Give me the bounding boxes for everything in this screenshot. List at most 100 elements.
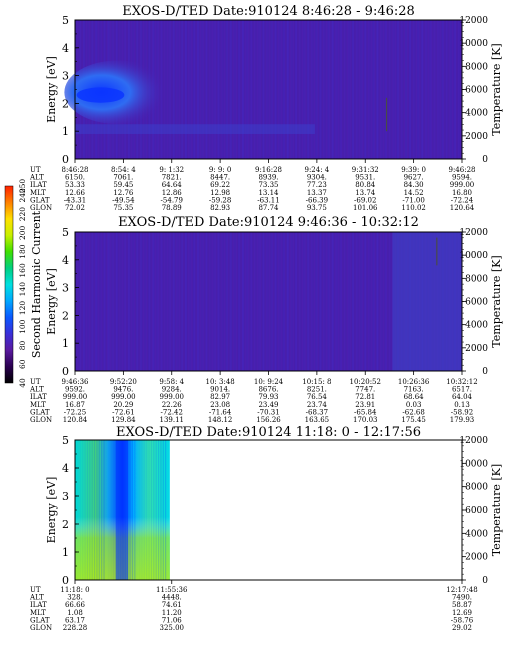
ephemeris-value: 53.33 xyxy=(65,181,85,189)
ephemeris-row-label: ILAT xyxy=(30,601,47,609)
spectrogram-column xyxy=(372,232,375,371)
spectrogram-column xyxy=(339,20,342,159)
spectrogram-column xyxy=(392,20,395,159)
spectrogram-column xyxy=(79,232,82,371)
spectrogram-column xyxy=(278,232,281,371)
ephemeris-value: 9:46:36 xyxy=(62,378,90,386)
spectrogram-column xyxy=(150,440,153,580)
spectrogram-column xyxy=(242,20,245,159)
ephemeris-value: 79.93 xyxy=(258,393,278,401)
ephemeris-value: 66.66 xyxy=(65,601,86,609)
spectrogram-column xyxy=(376,232,379,371)
ephemeris-value: -71.64 xyxy=(209,408,232,416)
spectrogram-column xyxy=(254,232,257,371)
spectrogram-column xyxy=(131,440,134,580)
ephemeris-row-label: ALT xyxy=(29,174,44,182)
spectrogram-column xyxy=(143,440,145,580)
ephemeris-value: 20.29 xyxy=(113,401,133,409)
ephemeris-value: 64.04 xyxy=(452,393,473,401)
ephemeris-value: 11:55:36 xyxy=(156,586,188,594)
spectrogram-column xyxy=(140,232,143,371)
y-tick-label: 5 xyxy=(62,434,69,447)
spectrogram-column xyxy=(91,232,94,371)
ephemeris-value: 999.00 xyxy=(450,181,475,189)
y2-tick-label: 8000 xyxy=(465,274,488,284)
spectrogram-column xyxy=(307,20,310,159)
spectrogram-column xyxy=(189,232,192,371)
y-axis-label: Energy [eV] xyxy=(45,56,58,123)
spectrogram-column xyxy=(201,20,204,159)
spectrogram-column xyxy=(205,232,208,371)
ephemeris-value: -72.61 xyxy=(112,408,134,416)
spectrogram-column xyxy=(79,440,81,580)
spectrogram-column xyxy=(327,232,330,371)
ephemeris-value: 328. xyxy=(67,594,83,602)
ephemeris-value: 9592. xyxy=(65,386,85,394)
spectrogram-column xyxy=(303,232,306,371)
spectrogram-column xyxy=(217,20,220,159)
ephemeris-value: 87.74 xyxy=(258,204,279,212)
spectrogram-column xyxy=(93,440,96,580)
spectrogram-column xyxy=(246,20,249,159)
spectrogram-column xyxy=(384,20,387,159)
ephemeris-row-label: GLON xyxy=(30,204,52,212)
ephemeris-value: -69.02 xyxy=(354,196,376,204)
colorbar-tick-label: 80 xyxy=(18,340,27,350)
spectrogram-column xyxy=(209,232,212,371)
ephemeris-value: 78.89 xyxy=(162,204,182,212)
y-axis-label: Energy [eV] xyxy=(45,268,58,335)
ephemeris-value: 12.69 xyxy=(452,609,472,617)
ephemeris-value: 156.26 xyxy=(256,416,281,424)
ephemeris-value: 9014. xyxy=(210,386,230,394)
ephemeris-value: 10:26:36 xyxy=(398,378,430,386)
ephemeris-value: 148.12 xyxy=(208,416,233,424)
ephemeris-row-label: GLAT xyxy=(30,408,50,416)
ephemeris-value: 163.65 xyxy=(305,416,330,424)
ephemeris-value: 6517. xyxy=(452,386,472,394)
spectrogram-column xyxy=(107,232,110,371)
ephemeris-row-label: UT xyxy=(30,586,41,594)
ephemeris-value: -66.39 xyxy=(306,196,328,204)
spectrogram-column xyxy=(180,232,183,371)
spectrogram-column xyxy=(84,440,86,580)
spectrogram-column xyxy=(225,20,228,159)
ephemeris-value: -59.28 xyxy=(209,196,231,204)
spectrogram-column xyxy=(103,440,105,580)
spectrogram-column xyxy=(180,20,183,159)
ephemeris-value: 12.76 xyxy=(113,189,134,197)
ephemeris-row-label: ALT xyxy=(29,594,44,602)
y-tick-label: 2 xyxy=(62,97,69,110)
ephemeris-value: -49.54 xyxy=(112,196,135,204)
panel-3: EXOS-D/TED Date:910124 11:18: 0 - 12:17:… xyxy=(29,425,503,632)
ephemeris-value: -58.92 xyxy=(451,408,473,416)
y2-tick-label: 4000 xyxy=(465,529,488,539)
ephemeris-value: 23.91 xyxy=(355,401,375,409)
spectrogram-column xyxy=(164,232,167,371)
colorbar-tick-label: 220 xyxy=(18,207,27,222)
spectrogram-column xyxy=(457,20,460,159)
ephemeris-value: 9: 9: 0 xyxy=(209,166,232,174)
spectrogram-column xyxy=(155,440,157,580)
spectrogram-column xyxy=(347,20,350,159)
panel-title: EXOS-D/TED Date:910124 9:46:36 - 10:32:1… xyxy=(118,215,419,230)
spectrogram-column xyxy=(380,20,383,159)
spectrogram-column xyxy=(303,20,306,159)
y2-axis-label: Temperature [K] xyxy=(490,255,503,347)
ephemeris-value: 9476. xyxy=(113,386,133,394)
y-tick-label: 4 xyxy=(62,254,69,267)
spectrogram-column xyxy=(421,20,424,159)
colorbar-tick-label: 200 xyxy=(18,226,27,241)
ephemeris-value: 999.00 xyxy=(160,393,185,401)
ephemeris-value: 64.64 xyxy=(162,181,183,189)
ephemeris-value: -72.42 xyxy=(161,408,183,416)
y2-tick-label: 6000 xyxy=(465,506,488,516)
spectrogram-column xyxy=(205,20,208,159)
y2-tick-label: 2000 xyxy=(465,344,488,354)
ephemeris-value: -65.84 xyxy=(354,408,377,416)
ephemeris-value: 82.93 xyxy=(210,204,230,212)
ephemeris-row-label: ALT xyxy=(29,386,44,394)
y-tick-label: 3 xyxy=(62,490,69,503)
spectrogram-column xyxy=(91,440,93,580)
spectrogram-column xyxy=(103,232,106,371)
spectrogram-column xyxy=(311,232,314,371)
